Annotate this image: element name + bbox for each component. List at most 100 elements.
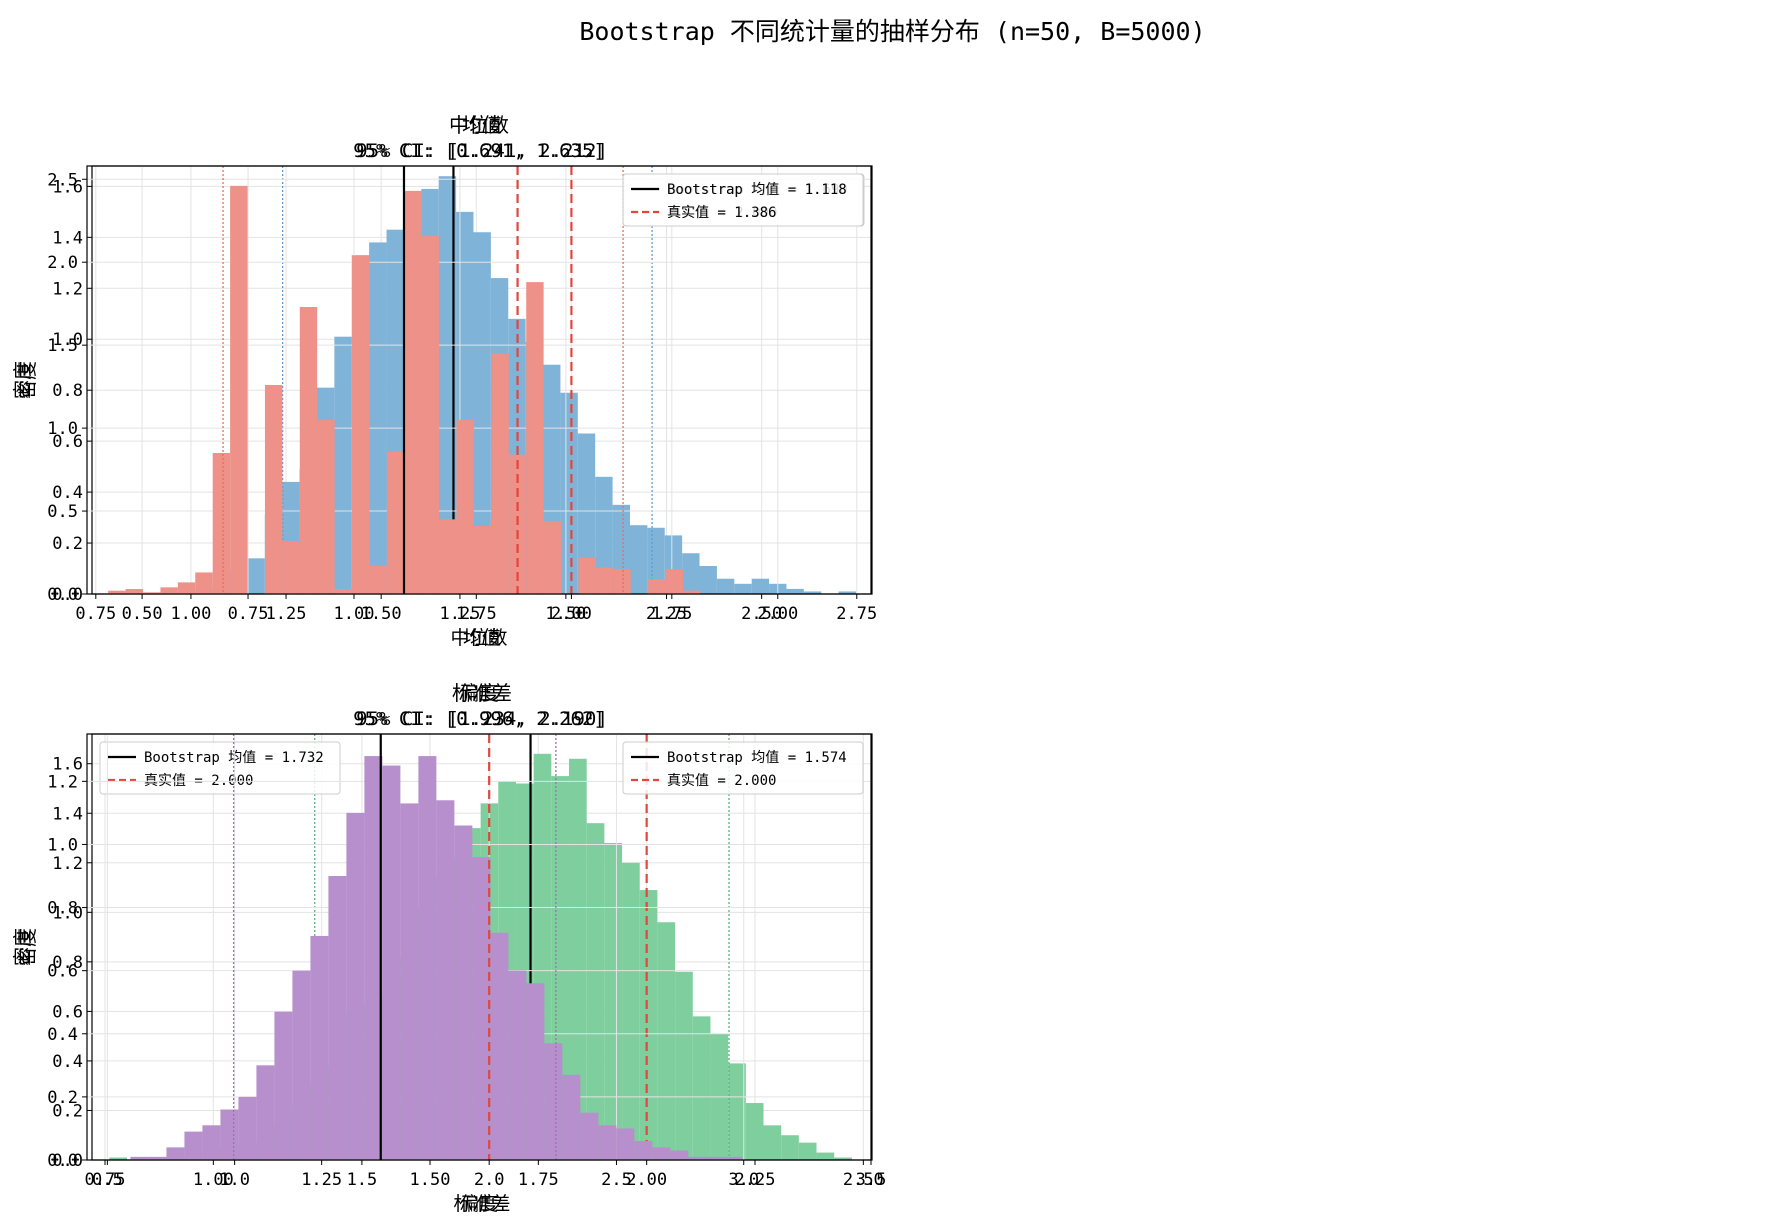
legend-true-label: 真实值 = 1.386 (667, 205, 776, 221)
histogram-bar (834, 1157, 852, 1160)
axes-frame (86, 733, 872, 1161)
figure-title: Bootstrap 不同统计量的抽样分布 (n=50, B=5000) (579, 17, 1206, 46)
panel-title: 偏度 (459, 681, 499, 705)
x-tick-label: 1.5 (347, 1170, 378, 1190)
histogram-bar (274, 1011, 293, 1160)
histogram-bar (334, 336, 352, 594)
x-tick-label: 2.00 (626, 1170, 667, 1190)
x-axis-label: 标准差 (453, 1193, 510, 1215)
histogram-bar (682, 553, 700, 594)
histogram-bar (125, 589, 144, 594)
histogram-bar (648, 579, 666, 594)
legend-box (622, 741, 864, 795)
histogram-bar (438, 176, 457, 594)
y-tick-label: 0.6 (47, 962, 78, 982)
y-tick-label: 1.6 (52, 755, 83, 775)
histogram-bar (569, 758, 587, 1160)
x-tick-label: 1.25 (439, 604, 480, 624)
histogram-bar (586, 823, 605, 1160)
histogram-bar (202, 1125, 221, 1160)
histogram-bar (310, 935, 329, 1160)
histogram-bar (238, 1096, 257, 1160)
y-tick-label: 0.6 (52, 1002, 83, 1022)
y-tick-label: 1.6 (52, 177, 83, 197)
histogram-bar (334, 589, 353, 594)
histogram-bar (745, 1103, 764, 1160)
histogram-bar (634, 1141, 653, 1160)
histogram-bar (629, 525, 648, 594)
skewness-histogram-panel: 偏度 95% CI: [0.996, 2.262] 0.5 1.0 1.5 2.0 2.5 3… (12, 681, 886, 1215)
histogram-bar (763, 1125, 782, 1160)
histogram-bar (665, 569, 683, 594)
y-tick-label: 1.0 (52, 903, 83, 923)
histogram-bar (724, 1156, 743, 1160)
histogram-bar (473, 525, 492, 594)
histogram-bar (382, 765, 401, 1160)
y-axis-label: 密度 (17, 928, 39, 966)
x-tick-label: 0.50 (122, 604, 163, 624)
histogram-bar (580, 1112, 599, 1160)
histogram-bar (346, 812, 365, 1160)
histogram-bar (220, 1109, 239, 1160)
x-tick-label: 1.50 (545, 604, 586, 624)
histogram-bar (699, 565, 717, 594)
histogram-bar (838, 591, 857, 594)
histogram-bar (299, 307, 318, 594)
y-axis-label: 密度 (12, 361, 34, 399)
x-tick-label: 2.50 (741, 604, 782, 624)
panel-title: 均值 (462, 113, 502, 137)
x-tick-label: 1.50 (361, 604, 402, 624)
y-tick-label: 0.6 (52, 432, 83, 452)
histogram-bar (560, 392, 578, 594)
histogram-bar (682, 590, 701, 594)
y-tick-label: 0.0 (47, 585, 78, 605)
histogram-bar (369, 565, 387, 594)
x-tick-label: 1.00 (170, 604, 211, 624)
histogram-bar (652, 1147, 671, 1160)
histogram-bar (670, 1150, 689, 1160)
x-tick-label: 0.75 (85, 1170, 126, 1190)
y-tick-label: 0.8 (52, 381, 83, 401)
histogram-bar (230, 185, 248, 594)
histogram-bar (786, 588, 804, 594)
x-tick-label: 1.25 (266, 604, 307, 624)
panel-ci-subtitle: 95% CI: [1.234, 2.190] (356, 708, 608, 730)
x-tick-label: 2.0 (474, 1170, 505, 1190)
y-tick-label: 1.4 (52, 228, 83, 248)
y-tick-label: 1.2 (52, 279, 83, 299)
y-tick-label: 0.2 (52, 1101, 83, 1121)
histogram-bar (184, 1131, 203, 1160)
histogram-bar (751, 578, 770, 594)
histogram-bar (798, 1142, 817, 1160)
histogram-bar (386, 451, 405, 594)
histogram-bar (148, 1156, 167, 1160)
histogram-bar (562, 1074, 581, 1160)
legend-box (622, 173, 864, 227)
panel-title: 中位数 (449, 113, 509, 137)
histogram-bar (577, 433, 596, 594)
histogram-bar (292, 970, 311, 1160)
y-axis-label: 密度 (17, 361, 39, 399)
median-histogram-panel: 中位数 95% CI: [0.691, 1.635] 0.50 0.75 1.00 1.2… (12, 113, 872, 649)
histogram-bar (526, 983, 545, 1160)
x-tick-label: 2.5 (601, 1170, 632, 1190)
x-tick-label: 2.50 (843, 1170, 884, 1190)
histogram-bar (404, 190, 422, 594)
y-tick-label: 1.4 (52, 804, 83, 824)
panel-ci-subtitle: 95% CI: [1.241, 2.212] (356, 140, 608, 162)
histogram-bar (264, 384, 283, 594)
histogram-bar (247, 558, 265, 594)
histogram-bar (400, 803, 419, 1160)
x-tick-label: 1.00 (193, 1170, 234, 1190)
y-tick-label: 0.4 (47, 1025, 78, 1045)
histogram-bar (688, 1156, 707, 1160)
histogram-bar (728, 1063, 746, 1160)
y-tick-label: 0.8 (47, 899, 78, 919)
y-tick-label: 0.4 (52, 1052, 83, 1072)
histogram-bar (472, 857, 491, 1160)
histogram-bar (526, 282, 544, 594)
histogram-bar (734, 583, 752, 594)
histogram-bar (454, 825, 473, 1160)
y-tick-label: 0.5 (47, 502, 78, 522)
histogram-bar (816, 1152, 835, 1160)
